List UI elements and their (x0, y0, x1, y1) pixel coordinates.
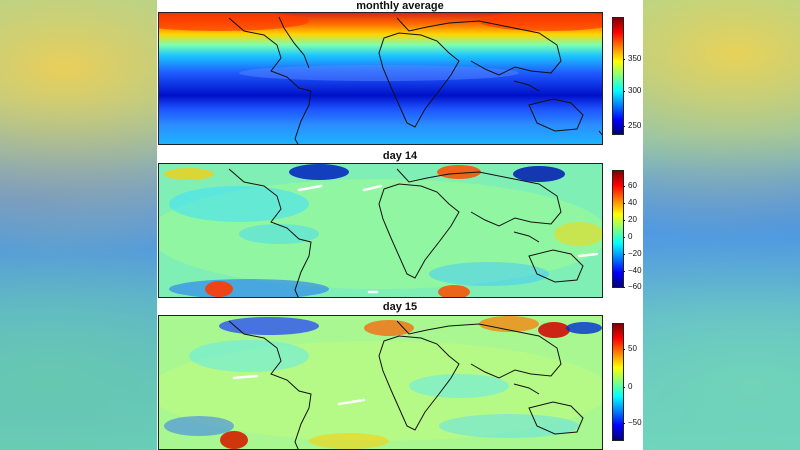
colorbar-tick: 0 (622, 233, 632, 241)
colorbar-tick: 0 (622, 383, 632, 391)
map-monthly-average-svg (159, 13, 602, 144)
map-day-15-svg (159, 316, 602, 449)
colorbar-tick: 300 (622, 87, 641, 95)
panel-title-monthly-average: monthly average (356, 0, 444, 12)
colorbar-tick: −60 (623, 283, 642, 291)
figure-sheet: monthly average (157, 0, 643, 450)
map-monthly-average (158, 12, 603, 145)
colorbar-monthly-average (612, 17, 624, 135)
colorbar-tick: 20 (623, 216, 637, 224)
colorbar-tick: 60 (623, 182, 637, 190)
map-day-14 (158, 163, 603, 298)
colorbar-tick: 250 (622, 122, 641, 130)
colorbar-tick: 350 (622, 55, 641, 63)
panel-title-day-14: day 14 (382, 150, 418, 162)
colorbar-day-14 (612, 170, 624, 288)
colorbar-tick: −20 (623, 250, 642, 258)
colorbar-tick: 40 (623, 199, 637, 207)
colorbar-tick: −40 (623, 267, 642, 275)
map-day-15 (158, 315, 603, 450)
colorbar-tick: −50 (623, 419, 642, 427)
colorbar-day-15 (612, 323, 624, 441)
colorbar-tick: 50 (623, 345, 637, 353)
map-day-14-svg (159, 164, 602, 297)
panel-title-day-15: day 15 (382, 301, 418, 313)
